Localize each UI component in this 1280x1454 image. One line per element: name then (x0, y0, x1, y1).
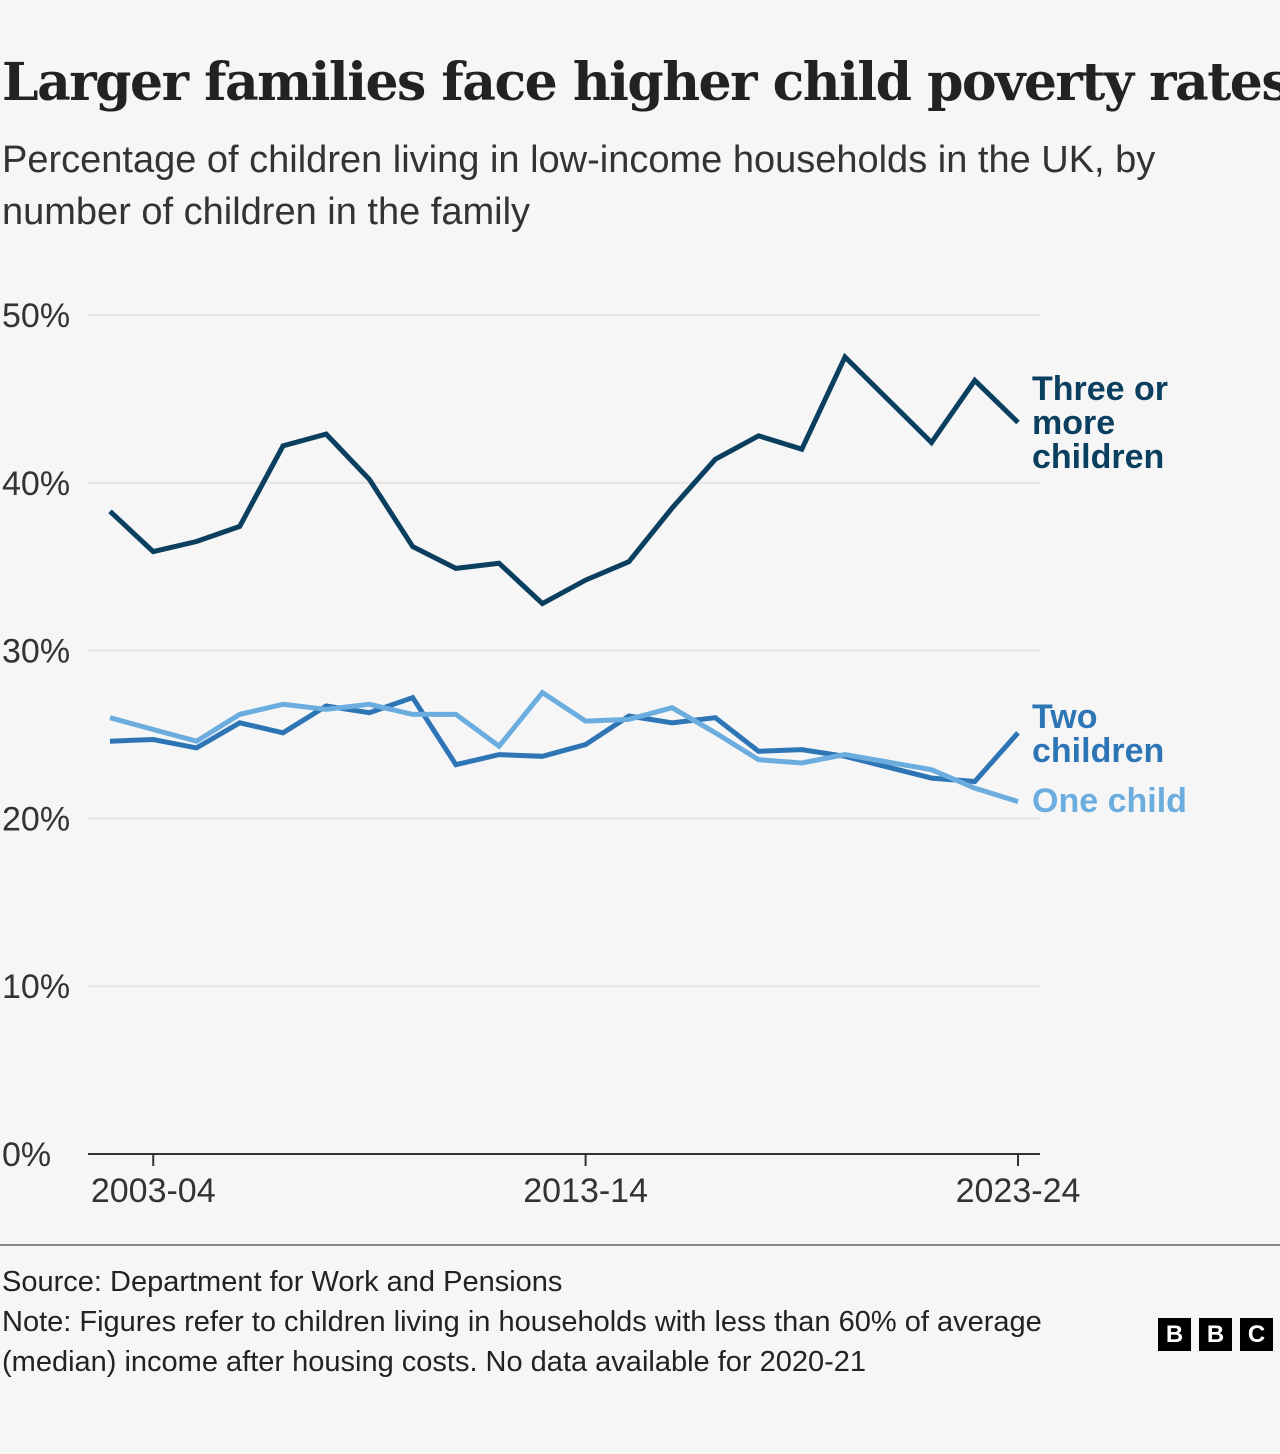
x-tick-label: 2003-04 (91, 1172, 216, 1210)
source-text: Source: Department for Work and Pensions (2, 1266, 563, 1298)
y-tick-label: 0% (2, 1136, 51, 1174)
chart-subtitle: Percentage of children living in low-inc… (2, 139, 1156, 233)
y-tick-label: 20% (2, 800, 70, 838)
series-label: Three or (1032, 370, 1168, 408)
y-tick-label: 50% (2, 297, 70, 335)
series-line-one-child (109, 689, 1019, 804)
y-tick-label: 30% (2, 633, 70, 671)
x-tick-label: 2013-14 (523, 1172, 648, 1210)
series-line-two-children (109, 694, 1020, 785)
y-tick-label: 40% (2, 465, 70, 503)
footer-divider (0, 1244, 1280, 1246)
series-label: children (1032, 732, 1164, 770)
series-label: children (1032, 438, 1164, 476)
series-label: more (1032, 404, 1115, 442)
x-tick-label: 2023-24 (956, 1172, 1081, 1210)
series-label: Two (1032, 698, 1097, 736)
y-tick-label: 10% (2, 968, 70, 1006)
series-label: One child (1032, 782, 1187, 820)
series-line-three-or-more-children (108, 352, 1020, 607)
note-text: Note: Figures refer to children living i… (2, 1306, 1042, 1378)
chart-title: Larger families face higher child povert… (2, 52, 1280, 113)
line-chart: 0%10%20%30%40%50% 2003-04 2013-14 2023-24 … (2, 297, 1187, 1210)
